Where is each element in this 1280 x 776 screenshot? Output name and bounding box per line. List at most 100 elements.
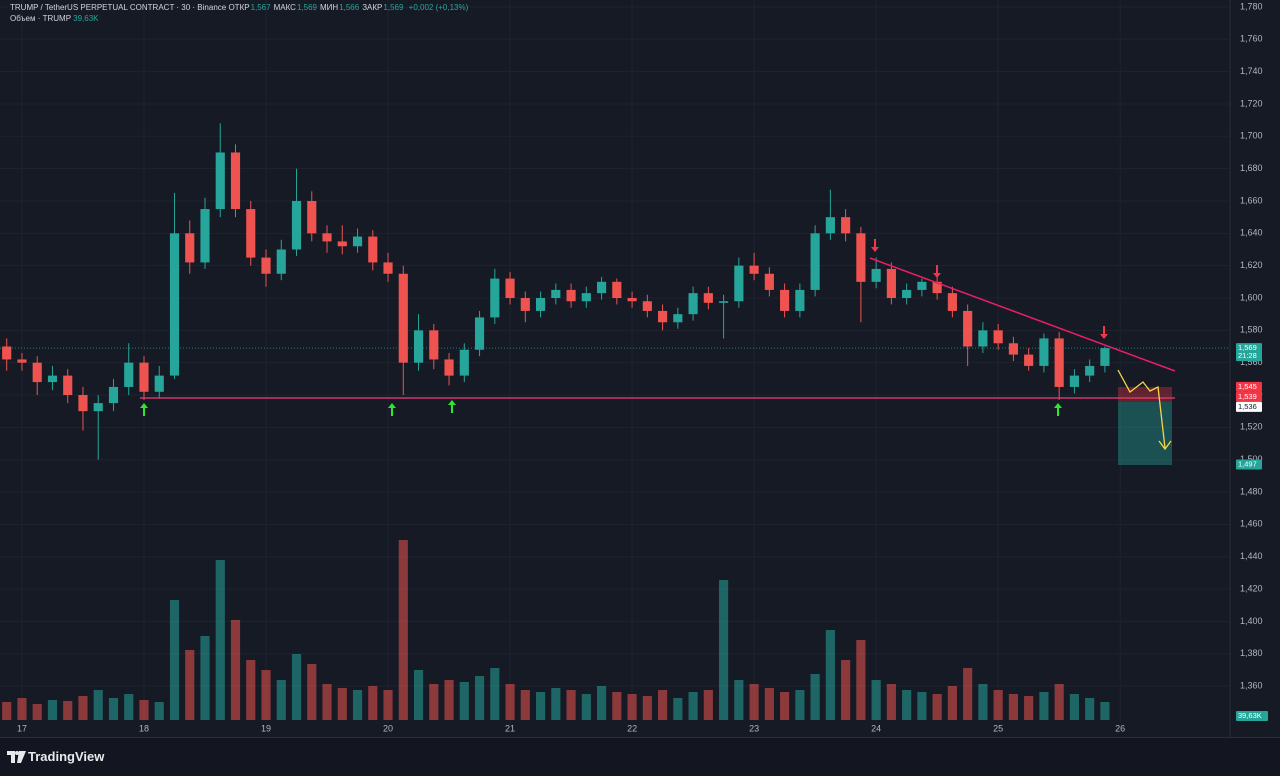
volume-bar xyxy=(47,700,58,720)
volume-bar xyxy=(261,670,271,720)
volume-bar xyxy=(200,636,210,720)
price-axis: 1,360 1,380 1,400 1,420 1,440 1,460 1,480 1,500… xyxy=(17,0,1280,737)
volume-bar xyxy=(1069,694,1079,720)
y-tick-label: 1,500 xyxy=(1240,454,1263,464)
candle-body xyxy=(246,209,256,258)
drawings xyxy=(140,239,1176,465)
volume-name: Объем · TRUMP xyxy=(10,14,71,23)
volume-bar xyxy=(932,694,942,720)
down-arrow xyxy=(933,265,941,278)
y-tick-label: 1,580 xyxy=(1240,325,1263,335)
candle-body xyxy=(32,362,42,383)
volume-bar xyxy=(947,686,957,720)
field-value: 1,569 xyxy=(383,3,404,12)
volume-bar xyxy=(459,682,469,720)
volume-bar xyxy=(841,660,851,720)
symbol-legend: TRUMP / TetherUS PERPETUAL CONTRACT · 30… xyxy=(10,3,471,12)
volume-label-box xyxy=(1236,711,1268,721)
x-tick-label: 23 xyxy=(749,723,759,733)
volume-bar xyxy=(993,690,1003,720)
y-tick-label: 1,600 xyxy=(1240,292,1263,302)
x-tick-label: 21 xyxy=(505,723,515,733)
candle-body xyxy=(93,403,103,412)
candle-body xyxy=(78,395,88,412)
volume-bar xyxy=(566,690,576,720)
candle-body xyxy=(1008,343,1018,355)
volume-bar xyxy=(1024,696,1034,720)
symbol: TRUMP / TetherUS PERPETUAL CONTRACT · 30… xyxy=(10,3,227,12)
volume-bar xyxy=(185,650,195,720)
candle-body xyxy=(276,249,286,274)
y-tick-label: 1,440 xyxy=(1240,551,1263,561)
volume-bar xyxy=(719,580,729,720)
volume-bar xyxy=(291,654,302,720)
volume-bar xyxy=(474,676,485,720)
up-arrow xyxy=(140,403,148,416)
volume-bar xyxy=(78,696,88,720)
y-tick-label: 1,520 xyxy=(1240,422,1263,432)
y-tick-label: 1,460 xyxy=(1240,519,1263,529)
volume-bar xyxy=(2,702,12,720)
volume-bar xyxy=(780,692,790,720)
price-label-box xyxy=(1236,401,1262,412)
candle-body xyxy=(581,293,591,302)
volume-bar xyxy=(581,694,591,720)
candle-body xyxy=(749,265,759,274)
candle-body xyxy=(1085,365,1095,376)
stop-zone xyxy=(1118,387,1172,402)
candle-body xyxy=(185,233,195,263)
volume-bar xyxy=(520,690,530,720)
x-tick-label: 17 xyxy=(17,723,27,733)
candle-body xyxy=(703,293,713,303)
price-label: 1,536 xyxy=(1238,402,1257,411)
price-label-box xyxy=(1236,381,1262,392)
volume-bar xyxy=(490,668,500,720)
candle-body xyxy=(307,200,317,234)
candle-body xyxy=(627,298,637,302)
volume-bar xyxy=(978,684,988,720)
volume-bar xyxy=(902,690,912,720)
candle-body xyxy=(856,233,866,282)
volume-bar xyxy=(673,698,683,720)
volume-bar xyxy=(1039,692,1049,720)
candle-body xyxy=(1100,348,1110,366)
volume-bar xyxy=(1008,694,1018,720)
candle-body xyxy=(795,289,805,311)
volume-bar xyxy=(124,694,134,720)
candle-body xyxy=(932,281,942,294)
field-name: МИН xyxy=(319,3,339,12)
candle-body xyxy=(1069,375,1079,387)
volume-bar xyxy=(307,664,317,720)
field-name: МАКС xyxy=(273,3,296,12)
price-label: 1,539 xyxy=(1238,392,1257,401)
candle-body xyxy=(322,233,332,242)
candle-body xyxy=(1039,338,1049,366)
candle-body xyxy=(352,236,363,247)
up-arrow xyxy=(1054,403,1062,416)
candles xyxy=(2,123,1110,460)
price-label: 1,569 xyxy=(1238,343,1257,352)
volume-bar xyxy=(215,560,225,720)
candle-body xyxy=(368,236,378,263)
candle-body xyxy=(871,268,881,282)
volume-bar xyxy=(871,680,881,720)
candle-body xyxy=(551,289,561,299)
volume-bar xyxy=(444,680,454,720)
volume-bar xyxy=(108,698,119,720)
logo xyxy=(7,751,26,763)
volume-bar xyxy=(597,686,607,720)
candle-body xyxy=(261,257,271,274)
x-tick-label: 20 xyxy=(383,723,393,733)
field-value: 1,566 xyxy=(339,3,360,12)
trend-line xyxy=(869,257,1176,372)
candle-body xyxy=(230,152,241,210)
candle-body xyxy=(383,262,393,274)
price-label: 1,545 xyxy=(1238,382,1257,391)
price-label: 1,497 xyxy=(1238,460,1257,469)
x-tick-label: 25 xyxy=(993,723,1003,733)
candle-body xyxy=(612,281,622,299)
volume-bar xyxy=(963,668,973,720)
volume-bar xyxy=(383,690,393,720)
volume-bar xyxy=(535,692,546,720)
y-tick-label: 1,560 xyxy=(1240,357,1263,367)
